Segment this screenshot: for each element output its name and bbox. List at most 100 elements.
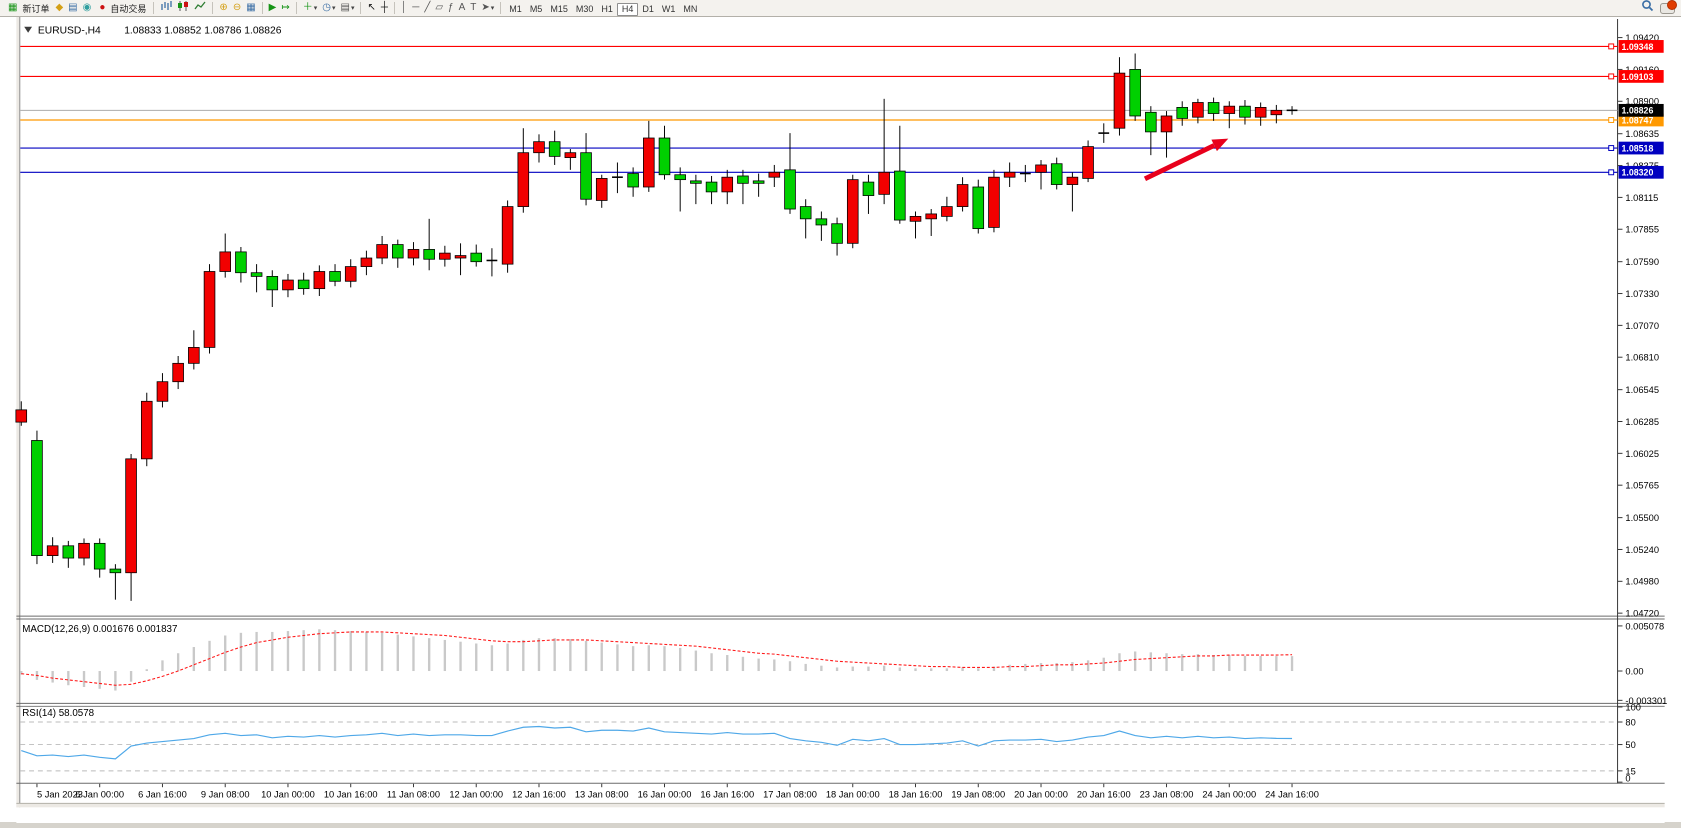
price-badge [1618,103,1664,117]
chart-area: 1.094201.091601.089001.086351.083751.081… [0,17,1681,823]
line-handle[interactable] [1608,43,1615,50]
candle [705,175,718,205]
candle [501,200,514,273]
macd-histogram-bar [114,671,117,691]
toolbar-right [1641,0,1677,17]
signals-icon[interactable]: ◉ [82,2,92,13]
candlestick-icon[interactable] [175,0,191,17]
macd-histogram-bar [757,658,760,672]
candle [344,259,357,288]
timeframe-m1[interactable]: M1 [509,4,522,14]
price-tick-label: 1.04980 [1625,577,1659,587]
price-chart-canvas[interactable]: 1.094201.091601.089001.086351.083751.081… [0,17,1681,823]
candle [1050,157,1063,190]
timeframe-m5[interactable]: M5 [529,4,543,14]
macd-histogram-bar [1118,653,1121,672]
candle [564,149,577,170]
macd-histogram-bar [1212,655,1215,672]
bar-chart-icon[interactable] [158,0,174,17]
macd-histogram-bar [349,631,352,672]
zoom-out-icon[interactable]: ⊖ [232,2,242,13]
price-badge-label: 1.08518 [1621,143,1653,153]
time-tick-label: 16 Jan 00:00 [638,790,692,800]
timeframe-m30[interactable]: M30 [575,4,594,14]
tile-windows-icon[interactable]: ▦ [246,2,256,13]
candle [439,245,451,267]
candle [721,169,734,205]
charts-icon[interactable]: ▤ [68,2,78,13]
line-handle[interactable] [1608,117,1615,123]
vertical-line-icon[interactable]: │ [400,2,408,13]
search-icon[interactable] [1641,0,1654,17]
macd-label: MACD(12,26,9) 0.001676 0.001837 [22,624,177,635]
time-tick-label: 20 Jan 16:00 [1077,790,1131,800]
timeframe-m15[interactable]: M15 [550,4,568,14]
candle [862,174,875,214]
macd-histogram-bar [820,665,823,672]
price-tick-label: 1.09160 [1625,65,1659,75]
horizontal-line-icon[interactable]: ─ [412,2,420,13]
symbol-dropdown-icon[interactable] [24,26,33,33]
candle [1019,164,1031,183]
macd-histogram-bar [82,671,86,688]
market-watch-icon[interactable]: ◆ [55,2,64,13]
price-badge-label: 1.08826 [1621,106,1653,116]
trendline-icon[interactable]: ╱ [424,2,431,13]
macd-histogram-bar [835,667,839,672]
annotation-arrow-head[interactable] [1211,138,1229,152]
macd-histogram-bar [1039,663,1043,672]
label-icon[interactable]: T [470,2,477,13]
candle [988,169,1000,233]
candle [46,537,59,563]
time-tick-label: 17 Jan 08:00 [763,790,817,800]
candle [517,128,530,213]
candle [266,270,279,308]
candle [894,125,906,224]
time-tick-label: 18 Jan 00:00 [826,790,880,800]
cursor-icon[interactable]: ↖ [367,2,376,13]
candle [1223,101,1236,129]
timeframe-d1[interactable]: D1 [642,4,654,14]
autotrading-button[interactable]: ● 自动交易 [94,1,149,15]
chart-shift-icon[interactable]: ↦ [281,2,290,13]
timeframe-w1[interactable]: W1 [661,4,676,14]
periods-button[interactable]: ◷▾ [322,1,336,13]
zoom-in-icon[interactable]: ⊕ [219,2,228,13]
time-tick-label: 6 Jan 16:00 [138,790,187,800]
new-order-button[interactable]: ▦ 新订单 [3,1,52,15]
text-icon[interactable]: A [458,2,466,13]
macd-histogram-bar [176,653,180,672]
candle [1113,57,1126,136]
annotation-arrow-shaft[interactable] [1143,143,1216,181]
macd-histogram-bar [129,671,133,682]
channel-icon[interactable]: ▱ [435,2,444,13]
macd-histogram-bar [1259,655,1262,672]
shapes-button[interactable]: ➤▾ [481,1,495,13]
auto-scroll-icon[interactable]: ▶ [268,2,277,13]
line-handle[interactable] [1608,73,1615,80]
price-tick-label: 1.06810 [1625,353,1659,363]
macd-histogram-bar [1071,662,1074,672]
timeframe-mn[interactable]: MN [683,4,698,14]
rsi-tick-label: 80 [1625,717,1635,727]
timeframe-h1[interactable]: H1 [601,4,613,14]
crosshair-icon[interactable]: ┼ [380,2,388,13]
line-chart-icon[interactable] [192,0,208,17]
macd-histogram-bar [600,642,603,672]
toolbar: ▦ 新订单 ◆ ▤ ◉ ● 自动交易 ⊕ ⊖ ▦ ▶ ↦ ＋▾ ◷▾ ▤▾ ↖ ┼ … [0,0,1681,17]
macd-histogram-bar [694,650,698,672]
indicators-button[interactable]: ＋▾ [302,1,318,13]
macd-histogram-bar [1243,655,1247,672]
fibonacci-icon[interactable]: ƒ [448,2,454,13]
line-handle[interactable] [1608,169,1615,176]
macd-histogram-bar [380,632,384,672]
timeframe-h4[interactable]: H4 [616,3,639,16]
templates-button[interactable]: ▤▾ [340,1,355,13]
notifications-icon[interactable] [1660,0,1677,14]
candle [846,174,859,249]
macd-tick-label: 0.00 [1625,666,1643,676]
candle [203,264,216,354]
candle [93,538,106,578]
line-handle[interactable] [1608,145,1615,151]
macd-histogram-bar [898,667,901,672]
